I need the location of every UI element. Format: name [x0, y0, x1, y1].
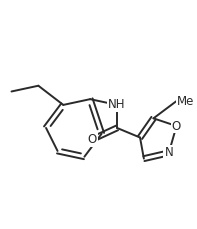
- Text: NH: NH: [108, 98, 126, 111]
- Text: N: N: [164, 146, 173, 159]
- Text: O: O: [87, 133, 97, 146]
- Text: Me: Me: [177, 95, 194, 108]
- Text: O: O: [172, 120, 181, 133]
